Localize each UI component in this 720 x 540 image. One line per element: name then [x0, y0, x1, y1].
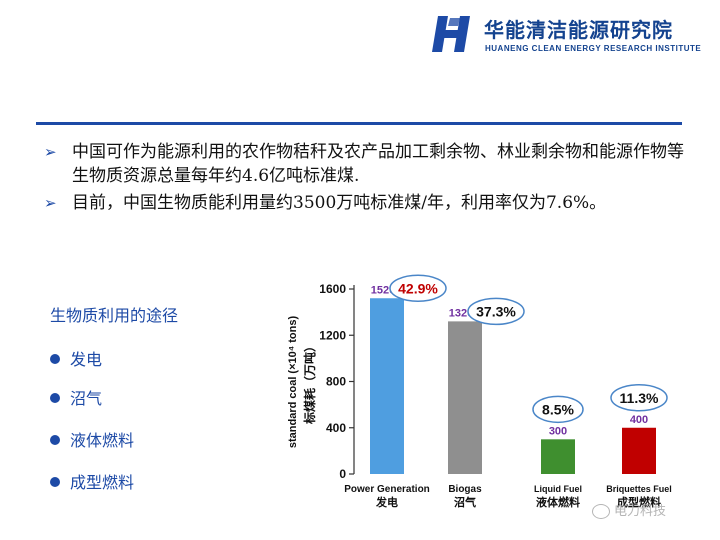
use-item: 发电: [50, 346, 102, 370]
data-value-label: 300: [549, 425, 567, 437]
use-item-label: 液体燃料: [70, 431, 135, 450]
percent-ellipse: [610, 384, 668, 412]
x-category-label: Power Generation: [344, 484, 430, 495]
y-axis-title-cn: 标煤耗（万吨）: [302, 340, 317, 425]
use-item-label: 发电: [70, 350, 103, 369]
use-item-label: 沼气: [70, 389, 103, 408]
biomass-bar-chart: 0 400 800 1200 1600 standard coal (×10⁴ tons)…: [287, 274, 672, 509]
watermark: 电力科技: [592, 500, 666, 519]
bullet-item: ➢ 中国可作为能源利用的农作物秸秆及农产品加工剩余物、林业剩余物和能源作物等生物…: [44, 140, 694, 188]
x-category-label-cn: 沼气: [454, 495, 476, 509]
bullet-dot-icon: [50, 476, 60, 487]
percent-ellipse: [467, 297, 525, 326]
org-name-cn: 华能清洁能源研究院: [484, 18, 673, 42]
uses-title: 生物质利用的途径: [50, 306, 179, 325]
title-divider: [36, 122, 682, 125]
x-category-label-cn: 液体燃料: [536, 495, 580, 509]
y-tick-label: 0: [339, 467, 346, 481]
huaneng-logo-icon: [432, 16, 470, 52]
bullet-dot-icon: [50, 434, 60, 445]
bullet-list: ➢ 中国可作为能源利用的农作物秸秆及农产品加工剩余物、林业剩余物和能源作物等生物…: [44, 140, 694, 218]
arrow-bullet-icon: ➢: [44, 143, 57, 161]
y-axis-title-en: standard coal (×10⁴ tons): [287, 316, 299, 449]
bar: [370, 298, 404, 474]
bar: [448, 321, 482, 474]
percent-ellipse: [389, 274, 447, 302]
bullet-text: 目前，中国生物质能利用量约3500万吨标准煤/年，利用率仅为7.6%。: [72, 193, 607, 213]
bar: [541, 439, 575, 474]
x-category-label: Briquettes Fuel: [606, 484, 672, 494]
use-item: 液体燃料: [50, 427, 134, 451]
bullet-item: ➢ 目前，中国生物质能利用量约3500万吨标准煤/年，利用率仅为7.6%。: [44, 191, 694, 215]
percent-share-label: 11.3%: [620, 390, 659, 406]
arrow-bullet-icon: ➢: [44, 194, 57, 212]
wechat-icon: [592, 504, 610, 519]
data-value-label: 400: [630, 414, 648, 426]
x-category-label: Liquid Fuel: [534, 484, 582, 494]
percent-share-label: 37.3%: [476, 303, 516, 319]
header: 华能清洁能源研究院 HUANENG CLEAN ENERGY RESEARCH …: [0, 0, 720, 70]
bullet-dot-icon: [50, 392, 60, 403]
data-value-label: 1520: [371, 284, 395, 296]
org-name-en: HUANENG CLEAN ENERGY RESEARCH INSTITUTE: [485, 44, 702, 53]
data-value-label: 1320: [449, 307, 473, 319]
watermark-text: 电力科技: [614, 504, 667, 519]
use-item: 成型燃料: [50, 469, 134, 493]
y-tick-label: 800: [326, 375, 346, 389]
x-category-label-cn: 成型燃料: [617, 495, 661, 509]
bullet-text: 中国可作为能源利用的农作物秸秆及农产品加工剩余物、林业剩余物和能源作物等生物质资…: [72, 142, 684, 186]
y-tick-label: 1600: [319, 282, 346, 296]
percent-share-label: 8.5%: [542, 401, 574, 417]
percent-ellipse: [532, 395, 584, 424]
y-tick-label: 1200: [319, 328, 346, 342]
use-item-label: 成型燃料: [70, 473, 135, 492]
x-category-label: Biogas: [448, 484, 482, 495]
x-category-label-cn: 发电: [375, 495, 398, 509]
bullet-dot-icon: [50, 353, 60, 364]
bar: [622, 427, 656, 474]
y-tick-label: 400: [326, 421, 346, 435]
use-item: 沼气: [50, 385, 102, 409]
percent-share-label: 42.9%: [398, 280, 438, 296]
